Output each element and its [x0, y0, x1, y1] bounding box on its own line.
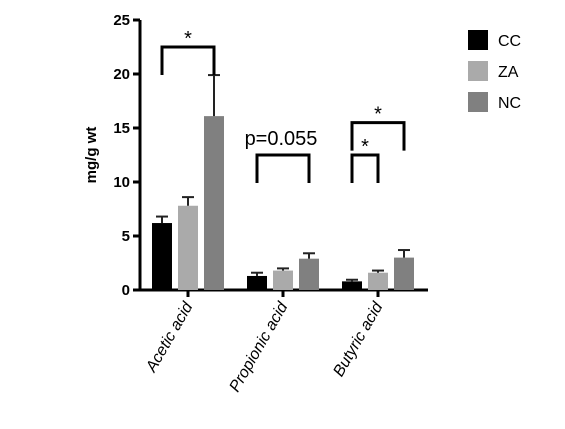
y-tick-label: 5: [122, 228, 130, 245]
significance-label: p=0.055: [245, 128, 318, 150]
x-tick-label: Propionic acid: [226, 299, 292, 395]
y-tick-label: 15: [113, 120, 130, 137]
plot-area: 0 5 10 15 20 25 Acetic acid Propionic acid Butyr…: [113, 12, 428, 395]
significance-bracket: [350, 153, 380, 183]
bar-za: [368, 272, 388, 290]
bar-cc: [342, 281, 362, 290]
legend-swatch-nc: [468, 92, 488, 112]
bar-cc: [247, 275, 267, 290]
significance-label: *: [361, 136, 369, 158]
bar-nc: [204, 116, 224, 291]
legend-label: NC: [498, 95, 521, 112]
bar-nc: [394, 257, 414, 290]
y-tick-label: 0: [122, 282, 130, 299]
bar-nc: [299, 258, 319, 290]
significance-label: *: [374, 104, 382, 126]
significance-label: *: [184, 28, 192, 50]
legend-swatch-za: [468, 61, 488, 81]
bar-za: [273, 270, 293, 290]
legend-label: ZA: [498, 64, 519, 81]
significance-bracket: [255, 153, 311, 183]
significance-bracket: [160, 45, 216, 75]
legend: CC ZA NC: [468, 30, 521, 112]
y-tick-label: 10: [113, 174, 130, 191]
significance-bracket: [350, 121, 406, 151]
y-tick-label: 20: [113, 66, 130, 83]
y-axis-title: mg/g wt: [83, 127, 100, 184]
bar-cc: [152, 223, 172, 290]
x-tick-label: Butyric acid: [330, 299, 387, 380]
legend-swatch-cc: [468, 30, 488, 50]
y-tick-label: 25: [113, 12, 130, 29]
legend-label: CC: [498, 33, 521, 50]
x-tick-label: Acetic acid: [143, 299, 197, 376]
bar-za: [178, 205, 198, 290]
